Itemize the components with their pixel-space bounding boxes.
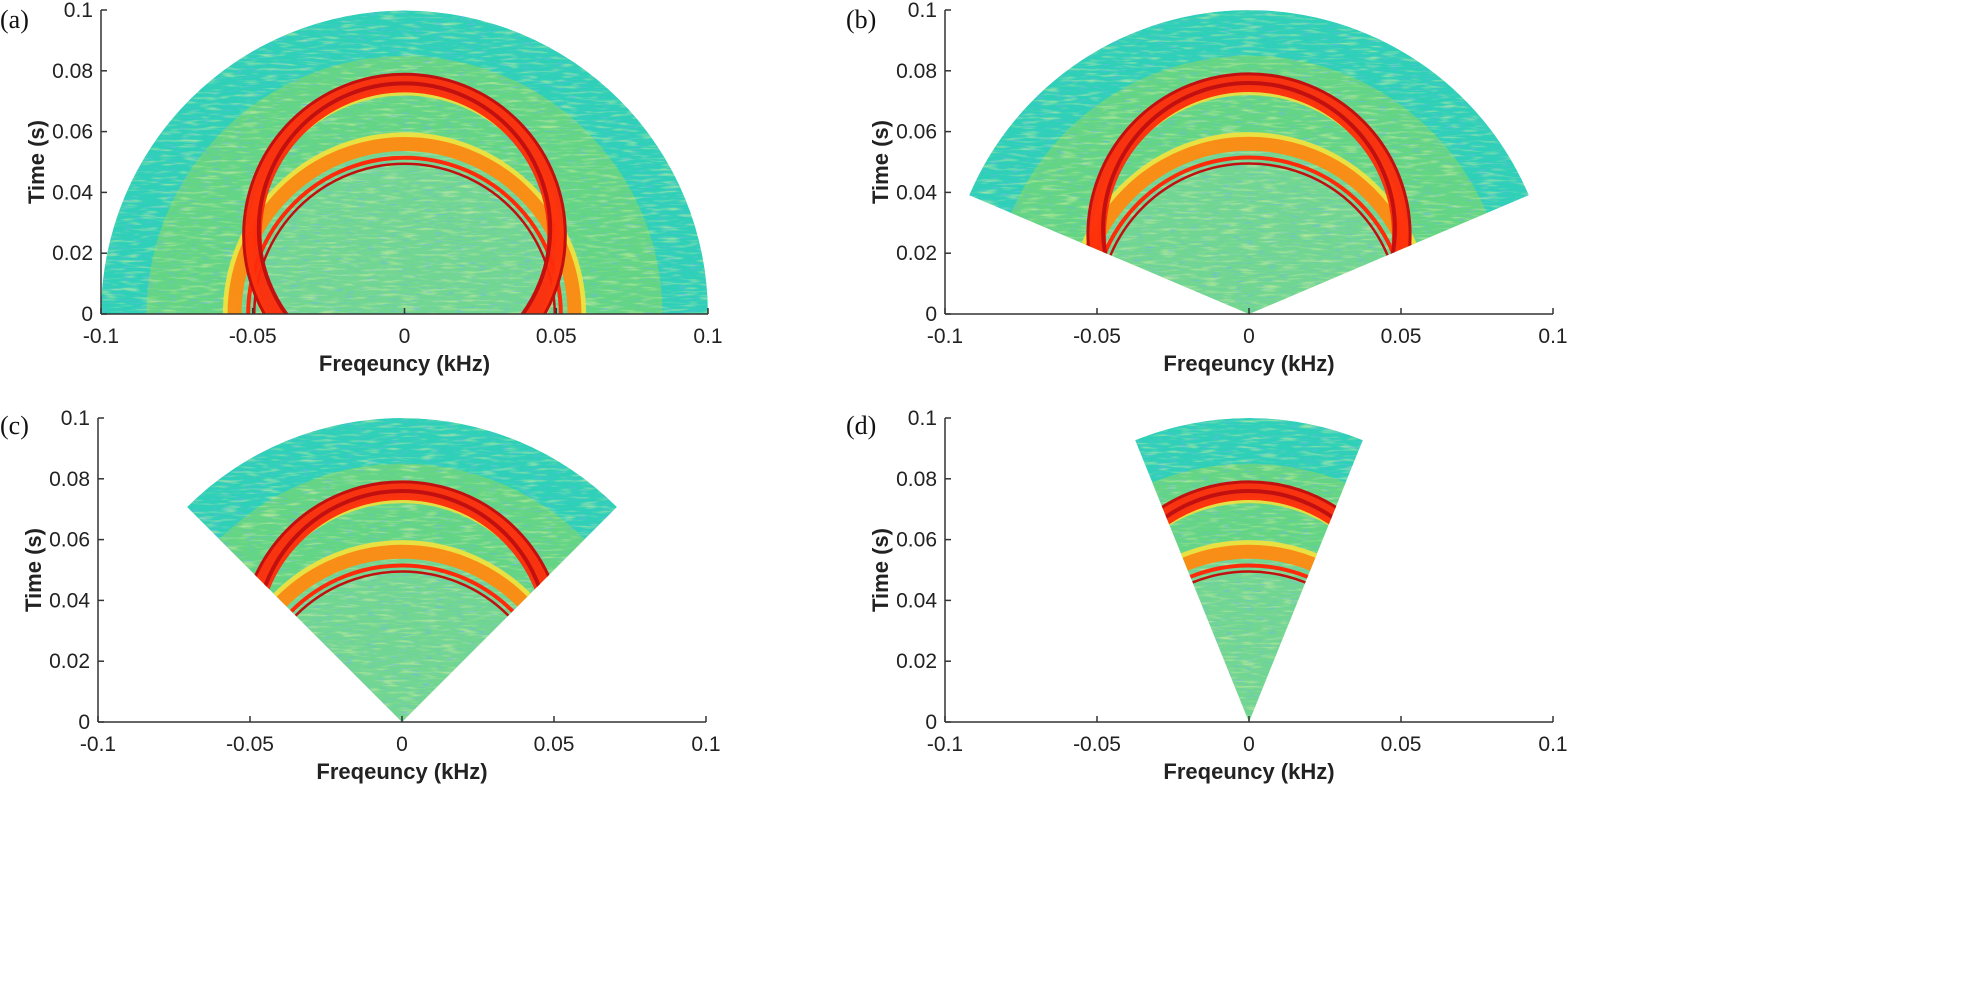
y-tick-label: 0 [78, 711, 90, 734]
signal-arc-4 [250, 570, 554, 722]
noise-texture-blue [101, 10, 708, 314]
x-axis-label: Freqeuncy (kHz) [316, 759, 487, 784]
signal-arc-4 [253, 162, 556, 314]
signal-arc-7 [242, 72, 567, 314]
y-tick-label: 0.04 [896, 589, 937, 612]
y-tick-label: 0.04 [896, 181, 937, 204]
y-tick-label: 0.08 [52, 60, 93, 83]
signal-arc-4 [1097, 162, 1401, 314]
x-tick-label: -0.1 [83, 325, 119, 348]
x-tick-label: 0.05 [536, 325, 577, 348]
signal-arc-3 [243, 563, 561, 722]
y-tick-label: 0.06 [52, 121, 93, 144]
x-tick-label: -0.05 [1073, 733, 1121, 756]
noise-texture-blue [969, 10, 1529, 314]
y-tick-label: 0.08 [896, 468, 937, 491]
heatmap-sector [1135, 418, 1363, 722]
y-tick-label: 0.1 [908, 407, 937, 430]
y-tick-label: 0 [81, 303, 93, 326]
signal-arc-7 [1086, 72, 1412, 314]
signal-arc-3 [1135, 563, 1363, 722]
x-tick-label: -0.1 [927, 733, 963, 756]
y-tick-label: 0.04 [49, 589, 90, 612]
x-tick-label: -0.1 [80, 733, 116, 756]
x-axis-label: Freqeuncy (kHz) [1163, 351, 1334, 376]
x-axis-label: Freqeuncy (kHz) [319, 351, 490, 376]
y-tick-label: 0.08 [896, 60, 937, 83]
x-tick-label: -0.05 [229, 325, 277, 348]
y-tick-label: 0.02 [896, 650, 937, 673]
y-tick-label: 0.06 [896, 121, 937, 144]
panel-c: -0.1 -0.05 0 0.05 0.1 0 0.02 0.04 0.06 0.08 0.1 Fre… [0, 407, 721, 784]
signal-arc-2 [1135, 544, 1363, 722]
y-axis-label: Time (s) [24, 120, 49, 204]
panel-d: -0.1 -0.05 0 0.05 0.1 0 0.02 0.04 0.06 0.08 0.1 Fre… [846, 407, 1568, 784]
signal-arc-1 [220, 540, 584, 722]
x-axis-label: Freqeuncy (kHz) [1163, 759, 1334, 784]
y-tick-label: 0 [925, 711, 937, 734]
x-tick-label: 0 [399, 325, 411, 348]
signal-arc-2 [1071, 136, 1427, 314]
y-axis-label: Time (s) [868, 528, 893, 612]
noise-texture-blue [187, 418, 617, 722]
y-tick-label: 0.06 [896, 529, 937, 552]
signal-arc-4 [1135, 570, 1363, 722]
y-axis-label: Time (s) [868, 120, 893, 204]
signal-arc-2 [224, 544, 580, 722]
signal-arc-1 [222, 132, 587, 314]
x-tick-label: 0.1 [1538, 733, 1567, 756]
x-tick-label: -0.1 [927, 325, 963, 348]
x-tick-label: 0.05 [534, 733, 575, 756]
signal-arc-3 [246, 155, 563, 314]
signal-arc-7 [1135, 480, 1363, 722]
signal-arc-5 [1135, 497, 1363, 722]
x-tick-label: 0.05 [1381, 325, 1422, 348]
y-tick-label: 0.02 [49, 650, 90, 673]
x-tick-label: 0.05 [1381, 733, 1422, 756]
x-tick-label: 0 [1243, 325, 1255, 348]
x-tick-label: -0.05 [226, 733, 274, 756]
signal-arc-8 [1101, 80, 1397, 314]
heatmap-sector [187, 418, 617, 722]
noise-texture-blue [1135, 418, 1363, 722]
y-tick-label: 0.08 [49, 468, 90, 491]
y-tick-label: 0.1 [61, 407, 90, 430]
signal-arc-8 [1135, 488, 1363, 722]
y-tick-label: 0 [925, 303, 937, 326]
y-tick-label: 0.1 [908, 0, 937, 22]
x-tick-label: 0.1 [693, 325, 722, 348]
y-tick-label: 0.1 [64, 0, 93, 22]
x-tick-label: 0 [1243, 733, 1255, 756]
y-tick-label: 0.02 [896, 242, 937, 265]
signal-arc-2 [227, 137, 582, 314]
panel-letter: (a) [0, 5, 29, 34]
y-tick-label: 0.04 [52, 181, 93, 204]
x-tick-label: 0.1 [1538, 325, 1567, 348]
signal-arc-1 [1135, 540, 1363, 722]
signal-arc-3 [1090, 155, 1408, 314]
signal-arc-8 [256, 81, 553, 314]
panel-letter: (b) [846, 5, 876, 34]
x-tick-label: 0 [396, 733, 408, 756]
panel-letter: (d) [846, 411, 876, 440]
y-tick-label: 0.06 [49, 529, 90, 552]
panel-letter: (c) [0, 411, 29, 440]
x-tick-label: -0.05 [1073, 325, 1121, 348]
y-axis-label: Time (s) [21, 528, 46, 612]
y-tick-label: 0.02 [52, 242, 93, 265]
signal-arc-1 [1067, 132, 1431, 314]
x-tick-label: 0.1 [691, 733, 720, 756]
